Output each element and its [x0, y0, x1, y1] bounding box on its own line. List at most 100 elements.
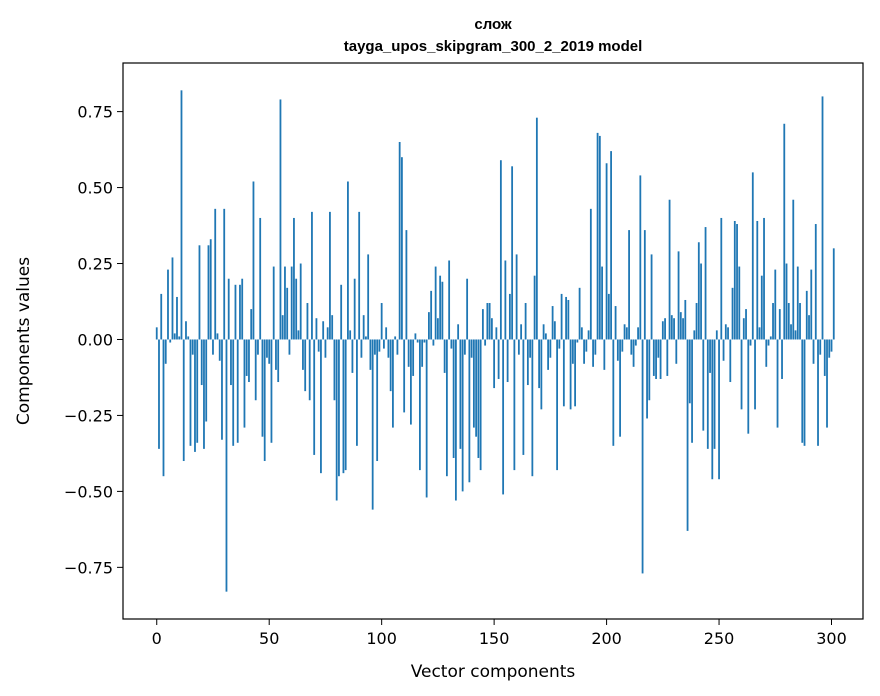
bar: [475, 339, 478, 437]
bar: [637, 327, 639, 340]
bar: [526, 339, 529, 386]
bar: [279, 99, 282, 340]
bar: [272, 266, 275, 340]
bar: [286, 287, 289, 340]
y-tick-label: 0.75: [77, 103, 113, 122]
bar: [713, 339, 716, 449]
bar: [585, 339, 588, 352]
bar: [385, 327, 388, 340]
bar: [477, 339, 480, 458]
bar: [223, 208, 226, 340]
bar: [248, 339, 250, 383]
bar: [531, 339, 534, 477]
bar: [414, 333, 417, 340]
bar: [205, 339, 208, 422]
bar: [560, 293, 563, 340]
bar: [277, 339, 280, 383]
bar: [587, 330, 590, 340]
bar: [731, 287, 734, 340]
bar: [650, 254, 653, 340]
bar: [329, 211, 331, 340]
bar: [322, 321, 325, 340]
bar: [763, 217, 765, 340]
bar: [308, 339, 311, 401]
bar: [533, 275, 536, 340]
bar: [167, 269, 169, 340]
bar: [425, 339, 428, 498]
y-tick-label: −0.75: [64, 558, 113, 577]
x-tick-label: 50: [259, 629, 279, 648]
bar: [610, 151, 612, 340]
bar: [495, 327, 498, 340]
bar: [367, 254, 370, 340]
bar: [481, 309, 484, 340]
y-axis-ticks: 0.75 0.50 0.25 0.00 −0.25 −0.50 −0.75: [64, 103, 123, 577]
bar: [369, 339, 372, 370]
bar: [221, 339, 223, 440]
chart-subtitle: tayga_upos_skipgram_300_2_2019 model: [344, 38, 643, 55]
bar: [340, 284, 343, 340]
x-tick-label: 0: [152, 629, 162, 648]
bar: [227, 278, 230, 340]
bar: [378, 339, 381, 352]
bar: [410, 339, 412, 425]
bar: [428, 312, 430, 340]
bar: [535, 117, 538, 340]
y-tick-label: −0.25: [64, 406, 113, 425]
bar: [239, 284, 241, 340]
bar: [668, 199, 671, 340]
bar: [738, 266, 741, 340]
bar: [241, 278, 244, 340]
bar: [684, 299, 687, 340]
bar: [315, 318, 318, 340]
bar: [259, 217, 262, 340]
bar: [335, 339, 338, 501]
bar: [745, 309, 747, 340]
bar: [448, 260, 451, 340]
bar: [787, 303, 790, 340]
bar: [565, 296, 567, 340]
bar: [760, 275, 763, 340]
bar: [162, 339, 165, 477]
bar: [185, 321, 187, 340]
bar: [551, 306, 554, 340]
bar: [648, 339, 651, 401]
bar: [302, 339, 304, 370]
bar: [461, 339, 464, 492]
bar: [598, 135, 601, 340]
bar: [524, 303, 527, 340]
bar: [257, 339, 259, 355]
bar: [243, 339, 246, 428]
bar: [823, 339, 826, 376]
bar-series: [155, 90, 835, 592]
bar: [421, 339, 424, 367]
bar: [349, 330, 352, 340]
bar: [576, 339, 579, 343]
bar: [742, 318, 745, 340]
bar: [326, 327, 329, 340]
bar: [234, 284, 237, 340]
bar: [688, 339, 691, 404]
bar: [819, 339, 822, 355]
bar: [160, 293, 163, 340]
bar: [729, 339, 732, 383]
bar: [252, 181, 255, 340]
bar: [488, 303, 491, 340]
bar: [261, 339, 264, 437]
bar: [515, 254, 518, 340]
bar: [776, 339, 779, 428]
bar: [817, 339, 819, 446]
bar: [522, 339, 525, 455]
bar: [297, 330, 300, 340]
bar: [589, 208, 592, 340]
bar: [173, 333, 176, 340]
bar: [814, 224, 817, 340]
bar: [376, 339, 379, 462]
bar: [472, 339, 475, 428]
bar: [792, 199, 795, 340]
bar: [486, 303, 489, 340]
bar: [180, 90, 183, 340]
bar: [342, 339, 345, 474]
bar: [191, 339, 194, 355]
bar: [691, 339, 693, 443]
